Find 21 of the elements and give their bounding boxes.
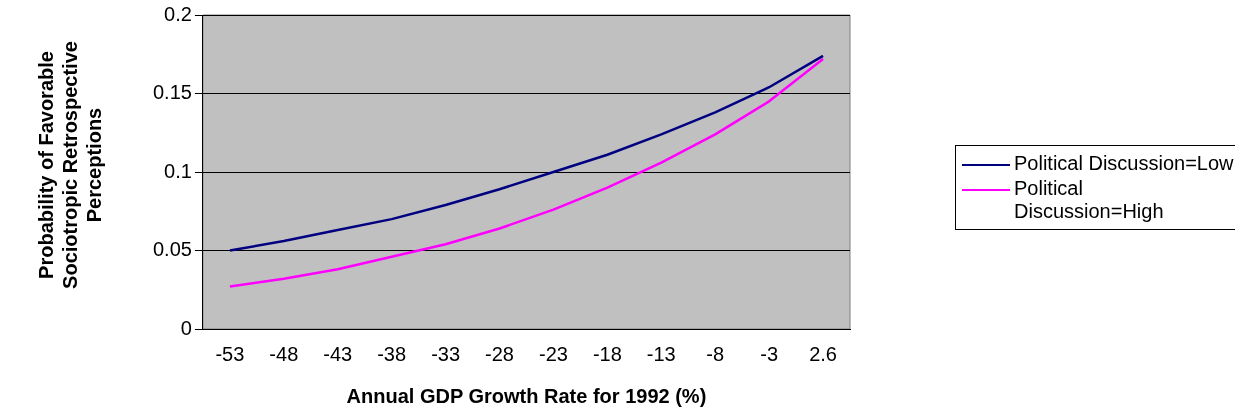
x-tick-label: -28 (485, 342, 514, 365)
x-tick-label: -33 (431, 342, 461, 365)
legend-label: Political Discussion=Low (1014, 152, 1234, 175)
legend-label: Political Discussion=High (1014, 177, 1165, 223)
x-tick-label: -18 (592, 342, 622, 365)
y-tick-label: 0.15 (152, 81, 192, 104)
y-tick-label: 0.2 (164, 2, 192, 25)
x-tick-label: -43 (323, 342, 353, 365)
x-tick-label: -38 (377, 342, 407, 365)
x-tick-label: -53 (215, 342, 245, 365)
x-tick-label: -8 (706, 342, 725, 365)
y-tick-label: 0 (180, 316, 192, 339)
x-tick-label: -13 (646, 342, 676, 365)
x-tick-label: -23 (538, 342, 568, 365)
x-tick-label: -3 (760, 342, 779, 365)
x-axis-title: Annual GDP Growth Rate for 1992 (%) (346, 384, 707, 407)
y-tick-label: 0.05 (152, 238, 192, 261)
y-tick-label: 0.1 (164, 159, 192, 182)
y-axis-title: Probability of Favorable Sociotropic Retrospective Perceptions (34, 40, 106, 291)
x-tick-label: -48 (269, 342, 299, 365)
x-tick-label: 2.6 (809, 342, 837, 365)
